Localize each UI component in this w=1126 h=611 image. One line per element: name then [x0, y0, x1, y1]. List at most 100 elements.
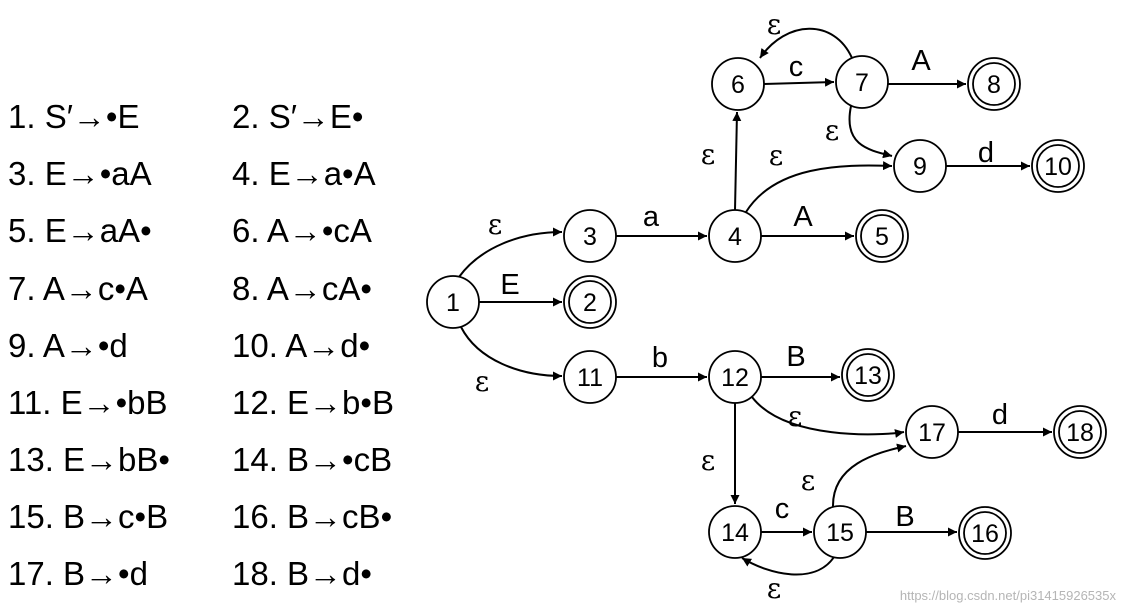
accepting-ring-8: [972, 62, 1016, 106]
transition-label-11-12: b: [652, 342, 668, 374]
state-circle-9: [893, 139, 947, 193]
state-2: 2: [563, 275, 617, 329]
transition-label-17-18: d: [992, 399, 1008, 431]
item-4: 4. E→a•A: [232, 155, 376, 192]
item-13: 13. E→bB•: [8, 441, 170, 478]
transition-label-12-13: B: [786, 341, 805, 373]
transition-label-12-14: ε: [701, 444, 716, 477]
transition-1-to-2: E: [479, 269, 562, 307]
transition-label-12-17: ε: [788, 400, 803, 433]
transition-label-4-9: ε: [769, 139, 784, 172]
state-label-10: 10: [1044, 153, 1072, 181]
watermark-url: https://blog.csdn.net/pi31415926535x: [899, 588, 1116, 603]
item-15: 15. B→c•B: [8, 498, 169, 535]
state-circle-17: [905, 405, 959, 459]
transition-3-to-4: a: [616, 201, 707, 241]
state-4: 4: [708, 209, 762, 263]
state-circle-14: [708, 505, 762, 559]
state-7: 7: [835, 55, 889, 109]
item-5: 5. E→aA•: [8, 212, 152, 249]
item-7: 7. A→c•A: [8, 270, 148, 307]
item-9: 9. A→•d: [8, 327, 128, 364]
transition-9-to-10: d: [946, 137, 1030, 171]
transition-arrow-1-11: [460, 326, 563, 381]
transition-label-4-6: ε: [701, 138, 716, 171]
transition-label-6-7: c: [789, 51, 804, 83]
state-label-2: 2: [583, 289, 597, 317]
state-circle-12: [708, 350, 762, 404]
transition-7-to-8: A: [888, 45, 966, 89]
state-12: 12: [708, 350, 762, 404]
accepting-ring-5: [860, 214, 904, 258]
state-9: 9: [893, 139, 947, 193]
state-1: 1: [426, 275, 480, 329]
state-14: 14: [708, 505, 762, 559]
transition-label-15-17: ε: [801, 464, 816, 497]
transition-arrow-6-7: [763, 77, 835, 87]
transition-label-14-15: c: [775, 493, 790, 525]
item-3: 3. E→•aA: [8, 155, 152, 192]
accepting-ring-16: [963, 511, 1007, 555]
state-circle-3: [563, 209, 617, 263]
item-11: 11. E→•bB: [8, 384, 168, 421]
state-label-8: 8: [987, 71, 1001, 99]
transition-12-to-14: ε: [701, 403, 740, 504]
transition-label-7-8: A: [911, 45, 931, 77]
accepting-ring-2: [568, 280, 612, 324]
state-6: 6: [711, 57, 765, 111]
state-10: 10: [1031, 139, 1085, 193]
item-14: 14. B→•cB: [232, 441, 393, 478]
item-6: 6. A→•cA: [232, 212, 372, 249]
transition-label-1-11: ε: [475, 365, 490, 398]
transition-4-to-5: A: [761, 201, 854, 241]
transition-label-9-10: d: [978, 137, 994, 169]
state-circle-4: [708, 209, 762, 263]
accepting-ring-18: [1058, 410, 1102, 454]
transition-14-to-15: c: [761, 493, 812, 537]
state-13: 13: [841, 348, 895, 402]
state-circle-15: [813, 505, 867, 559]
transition-label-7-9: ε: [825, 114, 840, 147]
state-label-5: 5: [875, 223, 889, 251]
transition-4-to-9: ε: [745, 139, 893, 213]
transition-11-to-12: b: [616, 342, 707, 382]
state-label-12: 12: [721, 364, 749, 392]
state-circle-6: [711, 57, 765, 111]
transition-15-to-14: ε: [741, 556, 835, 605]
state-label-16: 16: [971, 520, 999, 548]
state-15: 15: [813, 505, 867, 559]
transition-arrow-15-17: [831, 443, 907, 508]
transition-15-to-17: ε: [801, 443, 907, 508]
item-18: 18. B→d•: [232, 555, 372, 592]
state-label-14: 14: [721, 519, 749, 547]
item-17: 17. B→•d: [8, 555, 148, 592]
state-label-7: 7: [855, 69, 869, 97]
accepting-ring-10: [1036, 144, 1080, 188]
transition-1-to-11: ε: [460, 326, 563, 398]
state-circle-11: [563, 350, 617, 404]
item-12: 12. E→b•B: [232, 384, 394, 421]
item-16: 16. B→cB•: [232, 498, 393, 535]
state-11: 11: [563, 350, 617, 404]
state-label-1: 1: [446, 289, 460, 317]
state-label-15: 15: [826, 519, 854, 547]
state-label-9: 9: [913, 153, 927, 181]
transition-label-4-5: A: [793, 201, 813, 233]
state-18: 18: [1053, 405, 1107, 459]
transition-17-to-18: d: [958, 399, 1052, 437]
transition-label-15-14: ε: [767, 572, 782, 605]
transition-label-15-16: B: [895, 501, 914, 533]
lr0-item-list: 1. S′→•E 2. S′→E• 3. E→•aA 4. E→a•A 5. E…: [0, 0, 440, 611]
state-17: 17: [905, 405, 959, 459]
transition-label-1-2: E: [500, 269, 519, 301]
state-circle-1: [426, 275, 480, 329]
transition-label-7-6: ε: [767, 8, 782, 41]
item-8: 8. A→cA•: [232, 270, 372, 307]
transition-arrow-12-17: [751, 396, 905, 438]
state-label-3: 3: [583, 223, 597, 251]
transition-arrow-4-6: [732, 111, 742, 211]
item-1: 1. S′→•E: [8, 98, 140, 135]
transition-arrow-7-6: [759, 27, 853, 59]
transition-arrow-7-9: [848, 105, 893, 159]
